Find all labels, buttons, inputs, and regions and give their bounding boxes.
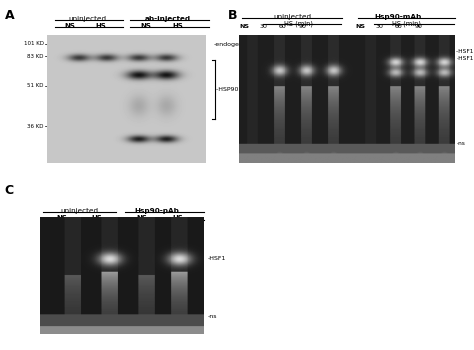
Text: NS: NS: [239, 25, 250, 29]
Text: 90: 90: [299, 25, 306, 29]
Text: -HSF1: -HSF1: [208, 257, 226, 261]
Text: -ns: -ns: [456, 141, 465, 146]
Text: NS: NS: [56, 215, 67, 221]
Text: -HSF1: -HSF1: [456, 56, 474, 61]
Text: HS: HS: [92, 215, 102, 221]
Text: 90: 90: [414, 25, 422, 29]
Text: HS: HS: [173, 23, 183, 29]
Text: Hsp90-pAb: Hsp90-pAb: [134, 208, 179, 214]
Text: NS: NS: [355, 25, 365, 29]
Text: ab-injected: ab-injected: [145, 16, 191, 22]
Text: C: C: [5, 184, 14, 197]
Text: HS: HS: [96, 23, 106, 29]
Text: 51 KD: 51 KD: [27, 83, 44, 88]
Text: Hsp90-mAb: Hsp90-mAb: [374, 14, 422, 20]
Text: uninjected: uninjected: [69, 16, 107, 22]
Text: B: B: [228, 9, 237, 22]
Text: NS: NS: [137, 215, 147, 221]
Text: 30: 30: [260, 25, 267, 29]
Text: 101 KD: 101 KD: [24, 41, 44, 46]
Text: HS (min): HS (min): [392, 20, 421, 27]
Text: -endogenous: -endogenous: [213, 42, 254, 47]
Text: NS: NS: [65, 23, 75, 29]
Text: 60: 60: [279, 25, 286, 29]
Text: 30: 30: [375, 25, 383, 29]
Text: -ns: -ns: [208, 314, 217, 319]
Text: uninjected: uninjected: [61, 208, 99, 214]
Text: uninjected: uninjected: [273, 14, 311, 20]
Text: HS (min): HS (min): [284, 20, 313, 27]
Text: 36 KD: 36 KD: [27, 124, 44, 128]
Text: 60: 60: [394, 25, 402, 29]
Text: A: A: [5, 9, 14, 22]
Text: NS: NS: [141, 23, 151, 29]
Text: -HSP90 mAb: -HSP90 mAb: [216, 87, 255, 92]
Text: HS: HS: [173, 215, 183, 221]
Text: -HSF1+ ab: -HSF1+ ab: [456, 49, 474, 54]
Text: 83 KD: 83 KD: [27, 54, 44, 58]
